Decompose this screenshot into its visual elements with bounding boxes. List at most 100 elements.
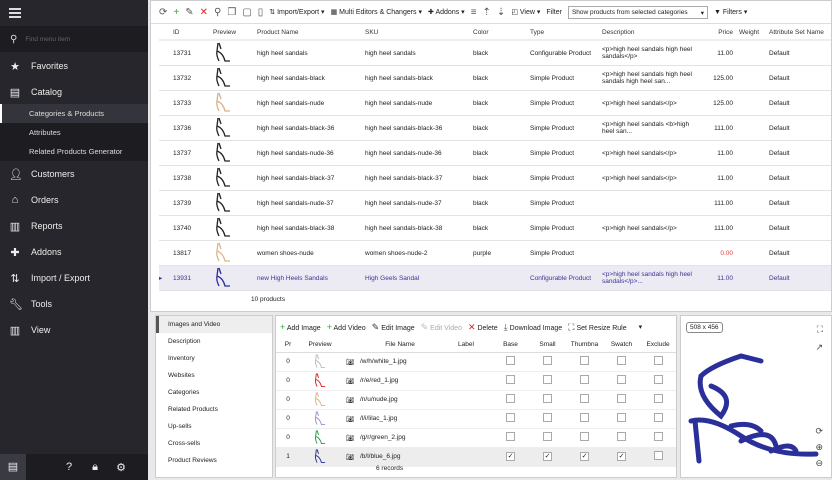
zoom-out-icon[interactable]: ⊖ <box>815 458 823 468</box>
checkbox[interactable] <box>653 413 663 422</box>
view-button[interactable]: ◰ View ▾ <box>511 9 541 16</box>
search-icon[interactable]: ⚲ <box>214 6 222 18</box>
sidebar-item-import-export[interactable]: ⇅ Import / Export <box>0 267 148 289</box>
sidebar-item-addons[interactable]: ✚ Addons <box>0 241 148 263</box>
column-header[interactable]: Attribute Set Name <box>769 26 831 41</box>
checkbox[interactable] <box>617 375 626 384</box>
checkbox[interactable] <box>506 356 515 365</box>
column-header[interactable]: Swatch <box>603 338 640 353</box>
table-row[interactable]: 13738 high heel sandals-black-37 high heel… <box>159 165 831 191</box>
checkbox[interactable] <box>580 394 589 403</box>
column-header[interactable]: Small <box>529 338 566 353</box>
sort-down-icon[interactable]: ⇣ <box>496 6 506 18</box>
set-resize-rule-button[interactable]: ⛶ Set Resize Rule <box>568 322 626 333</box>
detail-tab[interactable]: Description <box>156 333 272 350</box>
delete-icon[interactable]: ✕ <box>199 6 209 18</box>
column-header[interactable]: Label <box>440 338 492 353</box>
checkbox[interactable] <box>506 432 515 441</box>
gear-icon[interactable]: ⚙ <box>116 461 126 474</box>
import-export-button[interactable]: ⇅ Import/Export ▾ <box>269 9 325 16</box>
duplicate-icon[interactable]: ▯ <box>257 6 264 18</box>
column-header[interactable]: Preview <box>213 26 257 41</box>
checkbox[interactable] <box>653 356 663 365</box>
column-header[interactable]: Description <box>602 26 697 41</box>
checkbox[interactable]: ✓ <box>506 452 515 461</box>
table-row[interactable]: 13739 high heel sandals-nude-37 high heel … <box>159 190 831 216</box>
lock-icon[interactable]: 🔒︎ <box>92 460 98 473</box>
sidebar-item-favorites[interactable]: ★ Favorites <box>0 55 148 77</box>
checkbox[interactable]: ✓ <box>543 452 552 461</box>
column-header[interactable]: Product Name <box>257 26 365 41</box>
detail-tab[interactable]: Images and Video <box>156 316 272 333</box>
sidebar-subitem[interactable]: Categories & Products <box>0 104 148 123</box>
multi-editors-button[interactable]: ▦ Multi Editors & Changers ▾ <box>330 9 423 16</box>
checkbox[interactable] <box>543 394 552 403</box>
column-header[interactable]: Pr <box>276 338 300 353</box>
checkbox[interactable] <box>543 356 552 365</box>
table-row[interactable]: 13817 women shoes-nude women shoes-nude-2 p… <box>159 240 831 266</box>
image-row[interactable]: 0 📷︎/n/u/nude.jpg <box>276 390 676 410</box>
refresh-icon[interactable]: ⟳ <box>159 6 168 18</box>
column-header[interactable]: SKU <box>365 26 473 41</box>
checkbox[interactable] <box>653 375 663 384</box>
edit-icon[interactable]: ✎ <box>185 6 194 18</box>
sidebar-subitem[interactable]: Attributes <box>0 123 148 142</box>
image-row[interactable]: 1 📷︎/b/l/blue_6.jpg ✓ ✓ ✓ ✓ <box>276 447 676 467</box>
detail-tab[interactable]: Inventory <box>156 350 272 367</box>
more-dropdown-icon[interactable]: ▾ <box>638 324 643 331</box>
checkbox[interactable] <box>617 394 626 403</box>
zoom-in-icon[interactable]: ⊕ <box>815 442 823 452</box>
column-header[interactable]: Type <box>530 26 602 41</box>
add-icon[interactable]: + <box>173 6 180 18</box>
download-image-button[interactable]: ⤓ Download Image <box>504 322 562 333</box>
sidebar-item-customers[interactable]: 👤︎ Customers <box>0 163 148 185</box>
checkbox[interactable] <box>580 432 589 441</box>
table-row[interactable]: 13733 high heel sandals-nude high heel san… <box>159 90 831 116</box>
filter-select[interactable]: Show products from selected categories ▾ <box>567 5 708 19</box>
copy-icon[interactable]: ❐ <box>227 6 237 18</box>
column-header[interactable]: Base <box>492 338 529 353</box>
column-header[interactable]: Thumbna <box>566 338 603 353</box>
table-row[interactable]: 13731 high heel sandals high heel sandals b… <box>159 40 831 66</box>
open-external-icon[interactable]: ↗ <box>815 342 823 352</box>
sidebar-item-reports[interactable]: ▥ Reports <box>0 215 148 237</box>
column-header[interactable]: Weight <box>739 26 769 41</box>
checkbox[interactable]: ✓ <box>580 452 589 461</box>
table-row[interactable]: 13736 high heel sandals-black-36 high heel… <box>159 115 831 141</box>
checkbox[interactable] <box>543 432 552 441</box>
column-header[interactable]: Exclude <box>640 338 676 353</box>
image-row[interactable]: 0 📷︎/w/h/white_1.jpg <box>276 352 676 372</box>
checkbox[interactable] <box>506 375 515 384</box>
addons-button[interactable]: ✚ Addons ▾ <box>428 9 465 16</box>
add-image-button[interactable]: + Add Image <box>280 322 321 332</box>
checkbox[interactable] <box>580 356 589 365</box>
image-row[interactable]: 0 📷︎/g/r/green_2.jpg <box>276 428 676 448</box>
sort-icon[interactable]: ≡ <box>470 6 477 18</box>
checkbox[interactable] <box>580 375 589 384</box>
menu-search-input[interactable]: Find menu item <box>25 35 71 43</box>
column-header[interactable]: Color <box>473 26 530 41</box>
fit-screen-icon[interactable]: ⛶ <box>816 324 823 334</box>
checkbox[interactable] <box>543 413 552 422</box>
checkbox[interactable] <box>653 432 663 441</box>
sidebar-item-view[interactable]: ▥ View <box>0 319 148 341</box>
menu-search[interactable]: ⚲ Find menu item <box>0 26 148 52</box>
table-row[interactable]: ▸ 13931 new High Heels Sandals High Geels S… <box>159 265 831 291</box>
sidebar-item-orders[interactable]: ⌂ Orders <box>0 189 148 211</box>
sort-up-icon[interactable]: ⇡ <box>482 6 491 18</box>
detail-tab[interactable]: Related Products <box>156 401 272 418</box>
checkbox[interactable] <box>617 413 626 422</box>
column-header[interactable]: Preview <box>300 338 340 353</box>
checkbox[interactable] <box>653 394 663 403</box>
detail-tab[interactable]: Product Reviews <box>156 452 272 469</box>
edit-image-button[interactable]: ✎ Edit Image <box>372 322 415 333</box>
add-video-button[interactable]: + Add Video <box>327 322 366 332</box>
checkbox[interactable] <box>617 356 626 365</box>
image-row[interactable]: 0 📷︎/r/e/red_1.jpg <box>276 371 676 391</box>
rotate-icon[interactable]: ⟳ <box>815 426 823 436</box>
checkbox[interactable] <box>506 413 515 422</box>
detail-tab[interactable]: Up-sells <box>156 418 272 435</box>
column-header[interactable]: Price <box>697 26 739 41</box>
column-header[interactable]: ID <box>173 26 213 41</box>
checkbox[interactable] <box>543 375 552 384</box>
